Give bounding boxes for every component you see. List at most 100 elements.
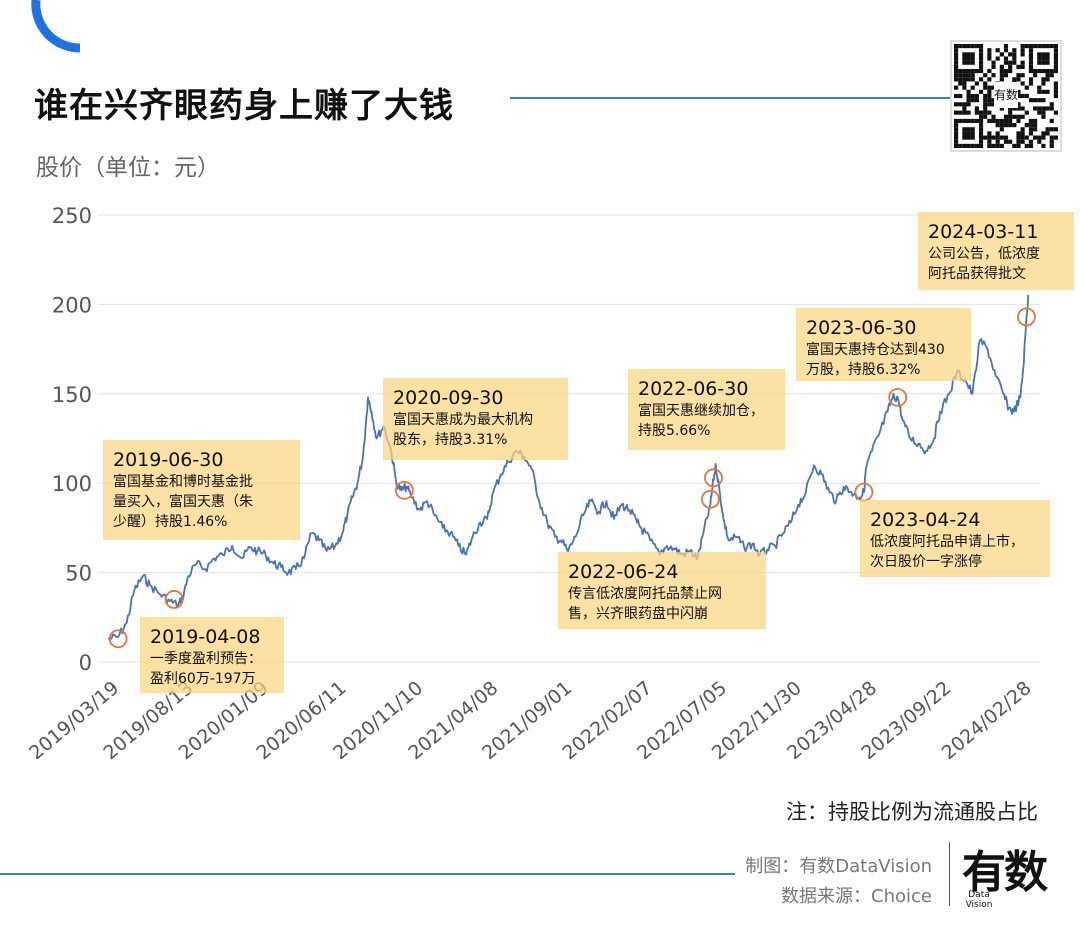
event-marker (700, 489, 720, 509)
qr-module (1003, 60, 1009, 65)
qr-module (954, 44, 959, 49)
qr-module (962, 131, 967, 136)
y-tick-label: 150 (52, 383, 92, 407)
qr-module (983, 135, 988, 140)
qr-module (962, 106, 967, 111)
qr-module (974, 44, 979, 49)
qr-logo: 有数 (994, 82, 1018, 108)
qr-module (1028, 131, 1034, 136)
qr-module (1020, 64, 1025, 69)
qr-module (954, 139, 959, 144)
qr-module (974, 93, 979, 99)
qr-module (987, 135, 992, 140)
qr-module (983, 114, 988, 119)
qr-module (954, 52, 959, 57)
qr-module (1028, 139, 1034, 144)
annotation-text: 一季度盈利预告： 盈利60万-197万 (150, 651, 262, 687)
qr-module (1020, 114, 1025, 119)
qr-module (970, 73, 975, 78)
qr-module (970, 44, 975, 49)
qr-module (1041, 77, 1046, 82)
qr-module (1020, 60, 1025, 65)
qr-module (1008, 114, 1013, 119)
qr-module (987, 143, 992, 148)
qr-module (1049, 139, 1054, 144)
annotation-text: 公司公告，低浓度 阿托品获得批文 (928, 246, 1040, 282)
qr-module (1024, 93, 1029, 99)
y-axis-unit-label: 股价（单位：元） (36, 155, 220, 181)
qr-module (1012, 77, 1017, 82)
y-tick-label: 100 (52, 472, 92, 496)
qr-module (962, 60, 967, 65)
qr-module (1012, 60, 1017, 65)
qr-module (1053, 44, 1058, 49)
qr-module (966, 98, 971, 103)
qr-module (1041, 106, 1046, 111)
qr-module (954, 110, 959, 115)
qr-module (1033, 123, 1038, 128)
qr-module (1003, 48, 1009, 53)
annotation-text: 富国天惠成为最大机构 股东，持股3.31% (393, 412, 533, 448)
qr-module (987, 89, 992, 94)
qr-module (970, 131, 975, 136)
qr-module (1053, 56, 1058, 61)
qr-module (995, 135, 1000, 140)
footer-rule (0, 873, 735, 875)
qr-module (1037, 68, 1042, 74)
qr-module (991, 135, 996, 140)
qr-module (954, 123, 959, 128)
qr-module (978, 89, 984, 94)
qr-module (978, 139, 984, 144)
qr-module (1045, 60, 1050, 65)
annotation-date: 2022-06-24 (568, 561, 679, 583)
qr-module (1049, 68, 1054, 74)
annotation-2024-03-11: 2024-03-11 公司公告，低浓度 阿托品获得批文 (918, 212, 1074, 290)
qr-module (1045, 52, 1050, 57)
qr-module (1041, 44, 1046, 49)
qr-module (999, 135, 1004, 140)
qr-module (983, 85, 988, 90)
annotation-2022-06-30: 2022-06-30 富国天惠继续加仓， 持股5.66% (628, 369, 785, 450)
qr-module (1020, 52, 1025, 57)
qr-module (983, 102, 988, 107)
qr-module (954, 68, 959, 74)
qr-module (1041, 81, 1046, 86)
y-tick-label: 0 (79, 651, 92, 675)
qr-module (1045, 77, 1050, 82)
qr-module (962, 77, 967, 82)
qr-module (1003, 44, 1009, 49)
qr-module (995, 123, 1000, 128)
qr-module (1053, 52, 1058, 57)
qr-module (1053, 89, 1058, 94)
qr-module (954, 102, 959, 107)
annotation-date: 2019-06-30 (113, 449, 224, 471)
qr-module (1008, 106, 1013, 111)
qr-module (970, 143, 975, 148)
qr-module (970, 93, 975, 99)
event-marker (888, 387, 908, 407)
qr-module (991, 85, 996, 90)
qr-module (1016, 64, 1021, 69)
qr-module (999, 123, 1004, 128)
qr-module (954, 131, 959, 136)
qr-module (978, 56, 984, 61)
qr-module (978, 44, 984, 49)
qr-module (970, 98, 975, 103)
qr-module (987, 139, 992, 144)
annotation-text: 低浓度阿托品申请上市， 次日股价一字涨停 (870, 534, 1024, 570)
qr-module (966, 44, 971, 49)
qr-module (987, 56, 992, 61)
qr-module (983, 93, 988, 99)
qr-module (1020, 48, 1025, 53)
qr-module (1037, 56, 1042, 61)
qr-module (954, 118, 959, 124)
qr-module (978, 143, 984, 148)
qr-module (1016, 143, 1021, 148)
qr-module (1045, 106, 1050, 111)
qr-module (978, 64, 984, 69)
qr-module (995, 139, 1000, 144)
qr-module (962, 110, 967, 115)
qr-module (991, 98, 996, 103)
qr-module (1041, 110, 1046, 115)
qr-module (1033, 68, 1038, 74)
